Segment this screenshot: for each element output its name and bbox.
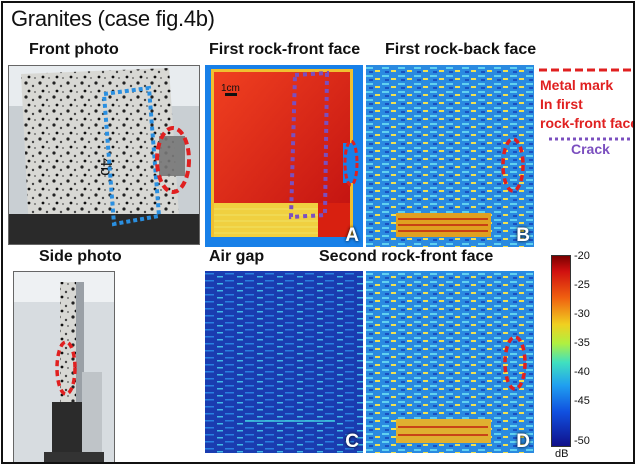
metal-mark-outline-b (501, 137, 525, 193)
front-photo-label: Front photo (29, 41, 119, 58)
second-front-label: Second rock-front face (319, 248, 494, 265)
panel-a-letter: A (345, 225, 359, 246)
first-back-label: First rock-back face (385, 41, 537, 58)
figure-title: Granites (case fig.4b) (11, 6, 215, 31)
front-photo: 4b (8, 65, 200, 245)
colorbar-unit: dB (555, 448, 569, 460)
colorbar-tick: -35 (574, 337, 590, 349)
metal-mark-outline-front (155, 126, 191, 194)
colorbar-tick: -25 (574, 279, 590, 291)
granite-slab (21, 68, 179, 231)
side-photo (13, 271, 115, 462)
colorbar-tick: -30 (574, 308, 590, 320)
metal-mark-outline-side (55, 340, 77, 396)
panel-c-heatmap: C (205, 271, 363, 453)
scale-bar-label: 1cm (221, 83, 240, 94)
air-gap-label: Air gap (209, 248, 265, 265)
metal-mark-legend-text-1: Metal mark (540, 77, 614, 93)
colorbar-tick: -45 (574, 395, 590, 407)
colorbar (551, 255, 571, 447)
crack-outline-front (101, 85, 162, 227)
panel-d-heatmap: D (366, 271, 534, 453)
panel-d-letter: D (516, 431, 530, 452)
crack-legend-line (549, 137, 633, 141)
panel-a-heatmap: 1cm A (205, 65, 363, 247)
colorbar-tick: -40 (574, 366, 590, 378)
metal-mark-outline-d (503, 335, 527, 391)
crack-legend-text: Crack (571, 141, 610, 157)
panel-c-letter: C (345, 431, 359, 452)
colorbar-tick: -50 (574, 435, 590, 447)
metal-mark-legend-line (539, 68, 633, 72)
metal-mark-legend-text-3: rock-front face (540, 115, 635, 131)
panel-b-heatmap: B (366, 65, 534, 247)
metal-mark-legend-text-2: In first (540, 96, 583, 112)
first-front-label: First rock-front face (209, 41, 361, 58)
metal-mark-outline-a (343, 139, 359, 187)
colorbar-tick: -20 (574, 250, 590, 262)
panel-b-letter: B (516, 225, 530, 246)
side-photo-label: Side photo (39, 248, 122, 265)
